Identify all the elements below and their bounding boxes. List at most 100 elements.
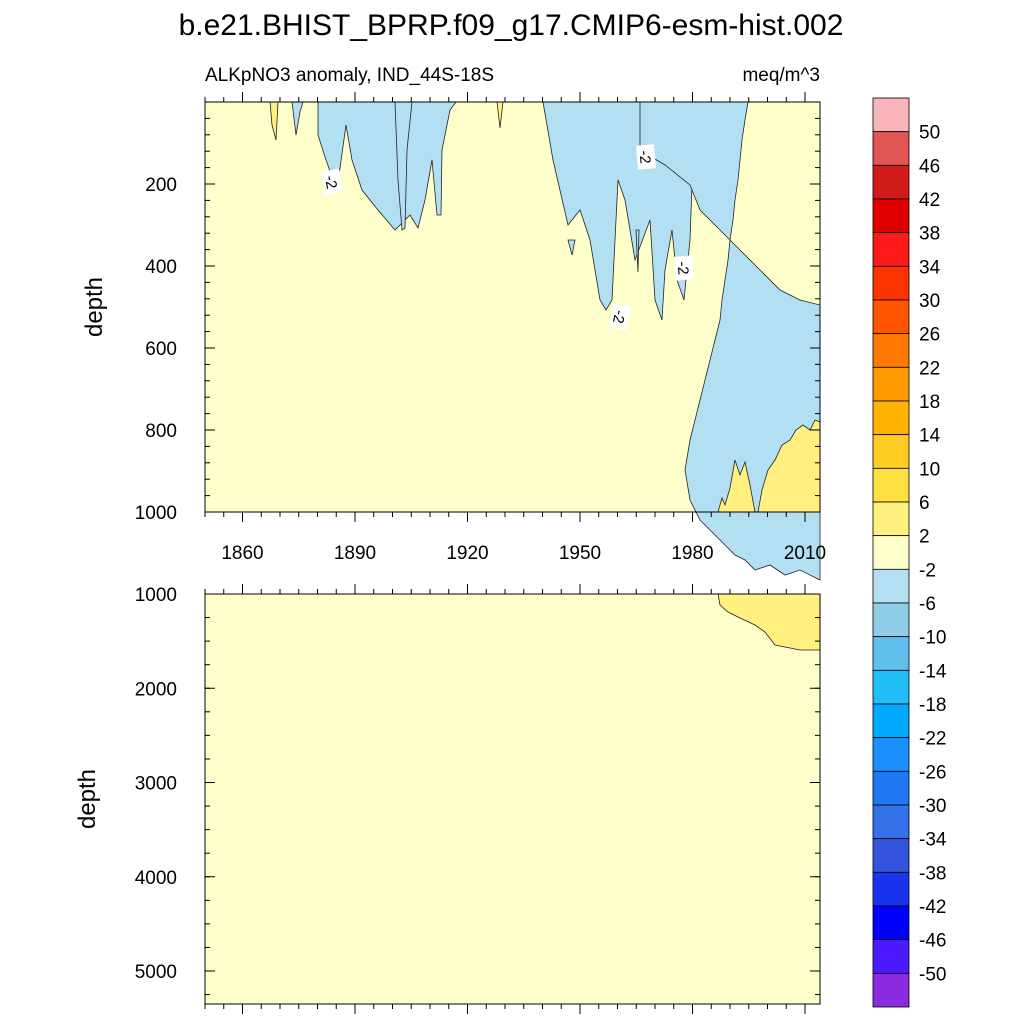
colorbar-swatch	[872, 333, 910, 368]
lower-y-axis: 1000 2000 3000 4000 5000	[135, 585, 820, 996]
colorbar-swatch	[872, 434, 910, 469]
colorbar-swatch	[872, 97, 910, 133]
colorbar-swatch	[872, 804, 910, 840]
contour-label-text: -2	[321, 174, 340, 190]
y-tick-label: 2000	[135, 679, 177, 700]
colorbar-label: 34	[919, 257, 941, 278]
colorbar-swatch	[872, 770, 910, 806]
colorbar-label: -18	[919, 695, 946, 716]
lower-background	[205, 594, 820, 1004]
colorbar-label: 30	[919, 291, 940, 312]
y-tick-label: 5000	[135, 962, 177, 983]
y-tick-label: 3000	[135, 774, 177, 795]
x-tick-label: 1890	[334, 543, 376, 564]
contour-label-text: -2	[609, 309, 628, 325]
colorbar-label: -46	[919, 931, 946, 952]
colorbar-swatch	[872, 669, 910, 705]
colorbar-swatch	[872, 602, 910, 638]
colorbar-swatch	[872, 467, 910, 503]
colorbar-swatch	[872, 299, 910, 335]
lower-frame	[204, 593, 821, 1005]
pos-deep-region	[717, 459, 756, 513]
colorbar-swatch	[872, 703, 910, 739]
colorbar-label: 6	[919, 493, 930, 514]
chart-subtitle-left: ALKpNO3 anomaly, IND_44S-18S	[205, 65, 494, 86]
upper-ylabel: depth	[81, 277, 108, 337]
colorbar-label: -30	[919, 796, 946, 817]
contour-label: -2	[609, 303, 631, 331]
colorbar-swatch	[872, 871, 910, 907]
colorbar-label: -38	[919, 863, 946, 884]
contour-label: -2	[321, 168, 343, 196]
contour-label-text: -2	[635, 150, 653, 165]
contour-label-bg	[321, 168, 343, 196]
colorbar-swatch	[872, 568, 910, 604]
colorbar-swatch	[872, 737, 910, 772]
colorbar-swatch	[872, 198, 910, 234]
colorbar-label: 38	[919, 224, 940, 245]
colorbar-label: 42	[919, 190, 940, 211]
neg-tail-1955	[567, 239, 576, 256]
upper-x-axis	[204, 92, 806, 522]
x-tick-labels: 1860 1890 1920 1950 1980 2010	[221, 543, 826, 564]
colorbar-swatch	[872, 972, 910, 1008]
colorbar-swatch	[872, 905, 910, 941]
x-tick-label: 1920	[446, 543, 488, 564]
x-tick-label: 1950	[559, 543, 601, 564]
colorbar-label: -42	[919, 897, 946, 918]
y-tick-label: 600	[145, 339, 177, 360]
y-tick-label: 400	[145, 257, 177, 278]
colorbar-label: -50	[919, 964, 946, 985]
colorbar-swatch	[872, 400, 910, 436]
colorbar-label: 26	[919, 325, 940, 346]
chart-title: b.e21.BHIST_BPRP.f09_g17.CMIP6-esm-hist.…	[179, 9, 844, 42]
y-tick-label: 200	[145, 175, 177, 196]
upper-y-axis: 200 400 600 800 1000	[135, 101, 820, 524]
colorbar-swatch	[872, 164, 910, 200]
upper-panel: -2 -2 -2 -2 200 400 600 800 1000 depth	[81, 92, 821, 581]
contour-label: -2	[673, 255, 695, 281]
colorbar-swatch	[872, 265, 910, 301]
y-tick-label: 4000	[135, 868, 177, 889]
lower-ylabel: depth	[74, 769, 101, 829]
colorbar-swatch	[872, 636, 910, 671]
colorbar-swatch	[872, 939, 910, 974]
colorbar-label: 46	[919, 156, 940, 177]
colorbar-label: -14	[919, 661, 947, 682]
x-tick-label: 2010	[784, 543, 826, 564]
colorbar-swatch	[872, 501, 910, 537]
colorbar-label: 50	[919, 123, 940, 144]
contour-label-text: -2	[673, 261, 691, 276]
upper-frame	[204, 101, 821, 513]
colorbar-label: -10	[919, 628, 946, 649]
contour-label: -2	[635, 144, 657, 170]
y-tick-label: 1000	[135, 503, 177, 524]
colorbar-label: -26	[919, 762, 946, 783]
colorbar-swatch	[872, 232, 910, 267]
colorbar-label: 22	[919, 358, 940, 379]
colorbar-label: 2	[919, 527, 930, 548]
colorbar-label: 18	[919, 392, 940, 413]
colorbar-label: 10	[919, 459, 940, 480]
contour-label-bg	[635, 144, 657, 170]
chart-subtitle-right: meq/m^3	[742, 65, 820, 86]
colorbar-swatch	[872, 535, 910, 570]
lower-panel: 1000 2000 3000 4000 5000 depth	[74, 584, 821, 1014]
colorbar-label: 14	[919, 426, 941, 447]
colorbar-label: -6	[919, 594, 936, 615]
colorbar-swatch	[872, 838, 910, 873]
colorbar-label: -2	[919, 560, 936, 581]
neg-thin-line	[635, 229, 640, 273]
colorbar-label: -34	[919, 830, 947, 851]
contour-label-bg	[673, 255, 695, 281]
y-tick-label: 1000	[135, 585, 177, 606]
contour-label-bg	[609, 303, 631, 331]
upper-contour-labels: -2 -2 -2 -2	[321, 144, 695, 331]
y-tick-label: 800	[145, 421, 177, 442]
colorbar-swatch	[872, 131, 910, 166]
lower-x-axis	[204, 584, 806, 1014]
colorbar: 50 46 42 38 34 30 26 22 18 14 10 6 2 -2 -6 -10 -14 -18 -22…	[872, 97, 947, 1008]
colorbar-swatch	[872, 366, 910, 402]
x-tick-label: 1860	[221, 543, 263, 564]
